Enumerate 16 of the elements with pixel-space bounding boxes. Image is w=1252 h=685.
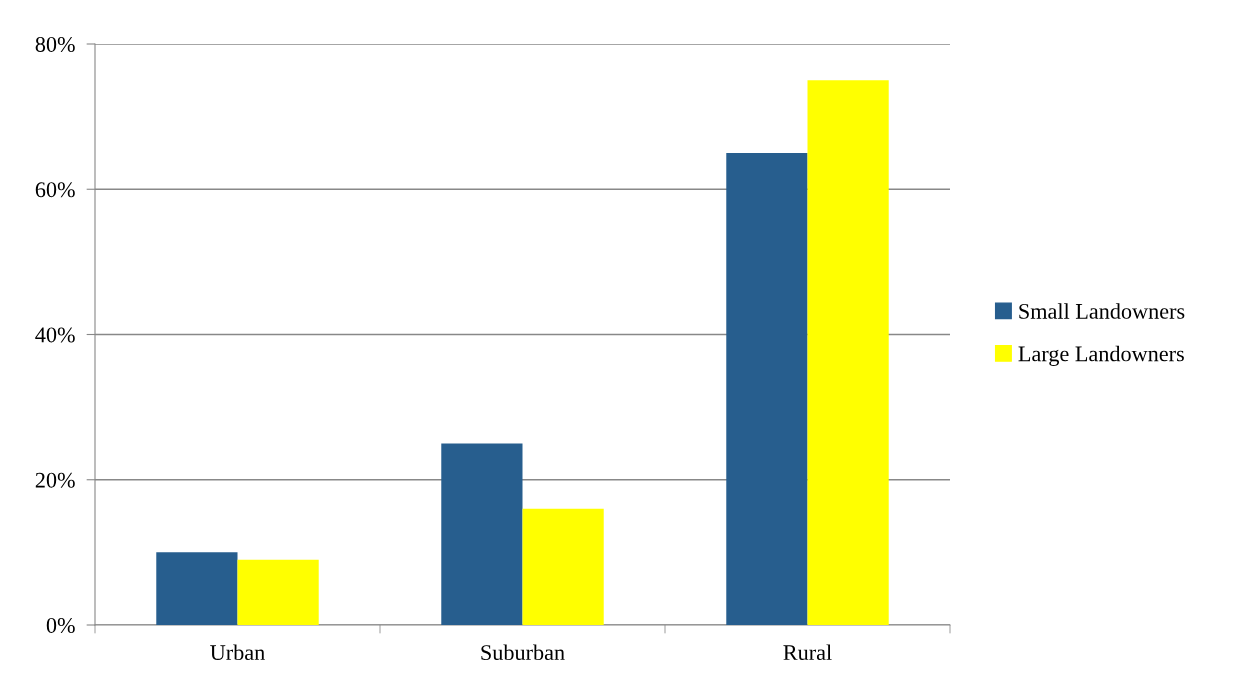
y-tick-label: 60% <box>35 182 75 198</box>
bar <box>237 559 319 625</box>
bar <box>441 443 523 625</box>
bar <box>522 508 604 625</box>
x-tick-label: Suburban <box>481 644 565 661</box>
legend-label: Small Landowners <box>1019 303 1185 319</box>
y-tick-label: 40% <box>35 327 75 343</box>
bar <box>156 552 238 625</box>
legend-label: Large Landowners <box>1018 345 1184 366</box>
y-tick-label: 0% <box>46 617 75 633</box>
bar <box>807 80 889 625</box>
y-tick-label: 20% <box>35 472 75 488</box>
bar <box>726 152 808 625</box>
y-tick-label: 80% <box>35 36 75 52</box>
x-tick-label: Urban <box>210 644 265 661</box>
x-tick-label: Rural <box>783 644 832 661</box>
